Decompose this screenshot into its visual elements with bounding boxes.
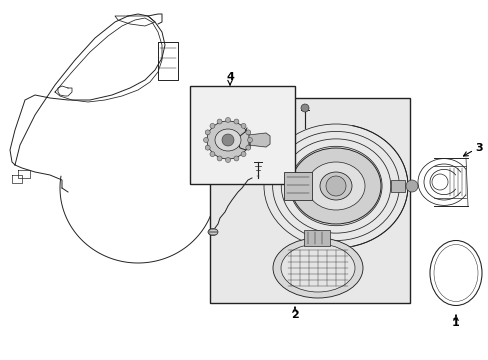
Bar bbox=[390, 180, 404, 192]
Bar bbox=[284, 172, 311, 200]
Circle shape bbox=[217, 119, 222, 124]
Circle shape bbox=[241, 152, 245, 157]
Ellipse shape bbox=[281, 244, 354, 292]
Circle shape bbox=[217, 156, 222, 161]
Text: 4: 4 bbox=[225, 72, 233, 82]
Ellipse shape bbox=[290, 148, 380, 224]
Bar bbox=[304, 230, 329, 246]
Ellipse shape bbox=[319, 172, 351, 200]
Bar bbox=[190, 86, 294, 184]
Ellipse shape bbox=[207, 229, 218, 235]
Circle shape bbox=[245, 130, 250, 135]
Text: 3: 3 bbox=[474, 143, 482, 153]
Circle shape bbox=[405, 180, 417, 192]
Ellipse shape bbox=[272, 238, 362, 298]
Circle shape bbox=[247, 138, 252, 143]
Circle shape bbox=[205, 130, 210, 135]
Circle shape bbox=[209, 152, 215, 157]
Text: 2: 2 bbox=[290, 310, 298, 320]
Ellipse shape bbox=[206, 121, 248, 159]
Circle shape bbox=[241, 123, 245, 129]
Circle shape bbox=[225, 158, 230, 162]
Circle shape bbox=[325, 176, 346, 196]
Bar bbox=[209, 98, 409, 303]
Circle shape bbox=[301, 104, 308, 112]
Circle shape bbox=[225, 117, 230, 122]
Circle shape bbox=[222, 134, 234, 146]
Text: 1: 1 bbox=[451, 318, 459, 328]
Circle shape bbox=[233, 156, 239, 161]
Circle shape bbox=[205, 145, 210, 150]
Circle shape bbox=[203, 138, 208, 143]
Circle shape bbox=[209, 123, 215, 129]
Text: 5: 5 bbox=[254, 175, 261, 185]
Polygon shape bbox=[248, 133, 269, 147]
Ellipse shape bbox=[215, 129, 241, 151]
Circle shape bbox=[245, 145, 250, 150]
Circle shape bbox=[233, 119, 239, 124]
Ellipse shape bbox=[306, 162, 364, 210]
